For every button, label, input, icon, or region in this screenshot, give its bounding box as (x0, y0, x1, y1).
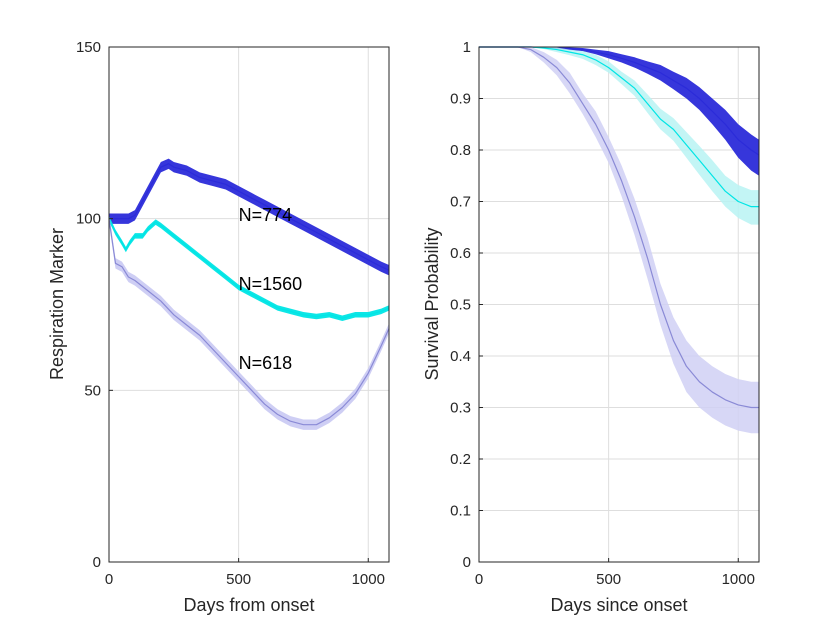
respiration-series-0-line (109, 163, 390, 271)
survival-x-axis-label: Days since onset (550, 595, 687, 615)
survival-x-tick-label: 1000 (722, 571, 755, 588)
respiration-y-tick-label: 50 (84, 382, 101, 399)
respiration-x-tick-label: 0 (105, 571, 113, 588)
respiration-series-2-line (108, 218, 390, 426)
respiration-y-tick-label: 100 (76, 211, 101, 228)
survival-y-tick-label: 0.3 (450, 400, 471, 417)
survival-grid (479, 47, 759, 562)
respiration-ticks: 0 500 1000 0 50 100 150 (76, 39, 385, 588)
respiration-y-tick-label: 0 (93, 554, 101, 571)
survival-y-tick-label: 0.7 (450, 194, 471, 211)
respiration-annotation-1: N=1560 (239, 274, 303, 294)
survival-series-1-band (479, 47, 759, 225)
survival-y-tick-label: 0.8 (450, 142, 471, 159)
survival-ticks: 0 500 1000 0 0.1 0.2 0.3 0.4 0.5 0.6 0.7 0.8 0.9 1 (450, 39, 755, 588)
respiration-y-tick-label: 150 (76, 39, 101, 56)
respiration-series-2-band (109, 213, 389, 430)
respiration-y-axis-label: Respiration Marker (47, 228, 67, 380)
survival-y-tick-label: 1 (463, 39, 471, 56)
survival-y-tick-label: 0.1 (450, 503, 471, 520)
respiration-series (108, 158, 390, 430)
survival-x-tick-label: 500 (596, 571, 621, 588)
survival-series-2-line (479, 46, 759, 409)
survival-x-tick-label: 0 (475, 571, 483, 588)
survival-y-tick-label: 0.6 (450, 245, 471, 262)
survival-y-tick-label: 0.2 (450, 451, 471, 468)
respiration-annotation-2: N=618 (239, 353, 293, 373)
survival-y-tick-label: 0.9 (450, 91, 471, 108)
respiration-x-tick-label: 1000 (352, 571, 385, 588)
survival-series-0-band (479, 47, 759, 176)
survival-series-1-line (479, 46, 759, 208)
survival-series-2-band (479, 47, 759, 434)
respiration-series-1-band (109, 215, 389, 321)
respiration-series-1-line (108, 218, 390, 319)
survival-y-tick-label: 0 (463, 554, 471, 571)
respiration-x-tick-label: 500 (226, 571, 251, 588)
survival-panel: 0 500 1000 0 0.1 0.2 0.3 0.4 0.5 0.6 0.7 0.8 0.9 1 Da… (422, 39, 760, 615)
survival-series (479, 46, 760, 434)
survival-series-0-line (479, 46, 760, 156)
respiration-x-axis-label: Days from onset (183, 595, 314, 615)
survival-y-tick-label: 0.5 (450, 297, 471, 314)
respiration-annotation-0: N=774 (239, 205, 293, 225)
survival-y-tick-label: 0.4 (450, 348, 471, 365)
respiration-panel: 0 500 1000 0 50 100 150 N=774 N=1560 N=618 Days … (47, 39, 390, 615)
respiration-annotations: N=774 N=1560 N=618 (239, 205, 303, 373)
survival-y-axis-label: Survival Probability (422, 227, 442, 380)
respiration-plot-area (109, 47, 389, 562)
respiration-axes-box (108, 46, 390, 563)
